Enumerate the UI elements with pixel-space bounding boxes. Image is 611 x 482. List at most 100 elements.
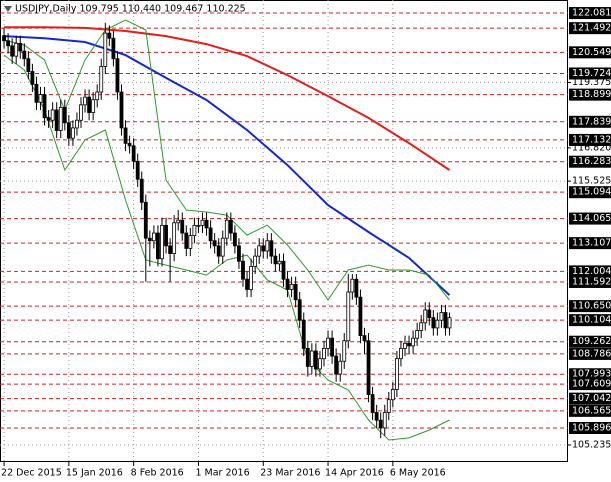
candle-body (241, 260, 245, 280)
candle-body (22, 50, 27, 60)
candle-body (427, 309, 432, 319)
y-tick-label: 116.820 (572, 142, 611, 153)
level-label-box (569, 155, 611, 168)
candle-body (399, 348, 403, 360)
candle-body (184, 232, 189, 249)
x-tick-label: 23 Mar 2016 (260, 468, 320, 479)
candle-body (301, 319, 306, 349)
candle-body (216, 245, 221, 257)
level-label-box (569, 347, 611, 360)
candle-body (269, 240, 274, 257)
level-label: 107.609 (572, 379, 611, 390)
candle-body (382, 412, 387, 429)
candle-body (172, 222, 177, 254)
candle-body (447, 317, 452, 329)
candle-body (293, 283, 298, 301)
level-label-box (569, 46, 611, 59)
candle-body (354, 278, 359, 298)
x-tick-label: 22 Dec 2015 (1, 468, 62, 479)
candle-body (95, 91, 100, 101)
candle-body (415, 330, 420, 339)
level-label-box (569, 115, 611, 128)
candle-body (75, 119, 79, 129)
candle-body (297, 299, 302, 321)
level-label-box (569, 212, 611, 225)
level-label: 117.839 (572, 116, 611, 127)
candle-body (180, 219, 185, 234)
level-label-box (569, 67, 611, 80)
candle-body (164, 224, 168, 247)
candle-body (2, 35, 6, 42)
level-label-box (569, 422, 611, 435)
x-tick-label: 14 Apr 2016 (325, 468, 384, 479)
candle-body (313, 350, 318, 370)
candle-body (309, 350, 314, 367)
candle-body (34, 83, 39, 103)
level-label-box (569, 88, 611, 101)
candle-body (390, 389, 395, 401)
level-label-box (569, 314, 611, 327)
plot-frame (0, 0, 568, 462)
candle-body (224, 219, 229, 239)
level-label: 118.899 (572, 89, 611, 100)
candle-body (386, 399, 391, 413)
candle-body (131, 145, 136, 162)
candle-body (228, 219, 233, 234)
level-label-box (569, 7, 611, 20)
level-label: 107.042 (572, 393, 611, 404)
y-tick-label: 105.235 (572, 439, 611, 450)
candle-body (135, 160, 140, 180)
candle-body (66, 122, 71, 139)
x-tick-label: 1 Mar 2016 (195, 468, 249, 479)
level-label: 112.004 (572, 266, 611, 277)
candle-body (374, 412, 379, 421)
candle-body (220, 237, 225, 257)
candle-body (237, 245, 241, 262)
level-label-box (569, 22, 611, 35)
candle-body (115, 58, 120, 93)
level-label: 110.650 (572, 301, 611, 312)
chart-title: USDJPY,Daily 109.795 110.440 109.467 110… (15, 4, 246, 15)
candle-body (168, 245, 172, 254)
candle-body (6, 40, 10, 47)
level-label: 105.896 (572, 423, 611, 434)
candle-body (204, 219, 209, 229)
candle-body (147, 237, 152, 242)
candle-body (330, 337, 334, 357)
x-tick-label: 15 Jan 2016 (66, 468, 123, 479)
candle-body (439, 312, 444, 321)
candle-body (83, 96, 87, 106)
candle-body (232, 232, 237, 247)
candle-body (58, 107, 63, 131)
y-tick-label: 119.375 (572, 77, 611, 88)
candle-body (46, 117, 51, 121)
level-label-box (569, 186, 611, 199)
level-label: 107.993 (572, 369, 611, 380)
level-label-box (569, 392, 611, 405)
candle-body (176, 219, 181, 224)
candle-body (277, 260, 282, 265)
candle-body (107, 32, 112, 39)
candle-body (103, 32, 108, 67)
candle-body (281, 260, 286, 280)
level-label: 114.065 (572, 213, 611, 224)
level-label: 106.565 (572, 405, 611, 416)
candle-body (160, 224, 164, 260)
candle-body (419, 322, 424, 331)
candle-body (342, 340, 347, 362)
candle-body (346, 291, 351, 342)
candle-body (208, 227, 213, 242)
level-label: 115.094 (572, 187, 611, 198)
candle-body (139, 178, 144, 203)
candle-body (249, 265, 253, 290)
candle-body (188, 235, 193, 249)
candle-body (127, 142, 132, 147)
candle-body (38, 94, 43, 103)
level-label: 122.081 (572, 8, 611, 19)
candle-body (435, 319, 440, 329)
level-label: 121.492 (572, 23, 611, 34)
candle-body (305, 348, 310, 367)
candle-body (350, 278, 355, 293)
candle-body (18, 42, 23, 52)
level-label: 108.786 (572, 348, 611, 359)
